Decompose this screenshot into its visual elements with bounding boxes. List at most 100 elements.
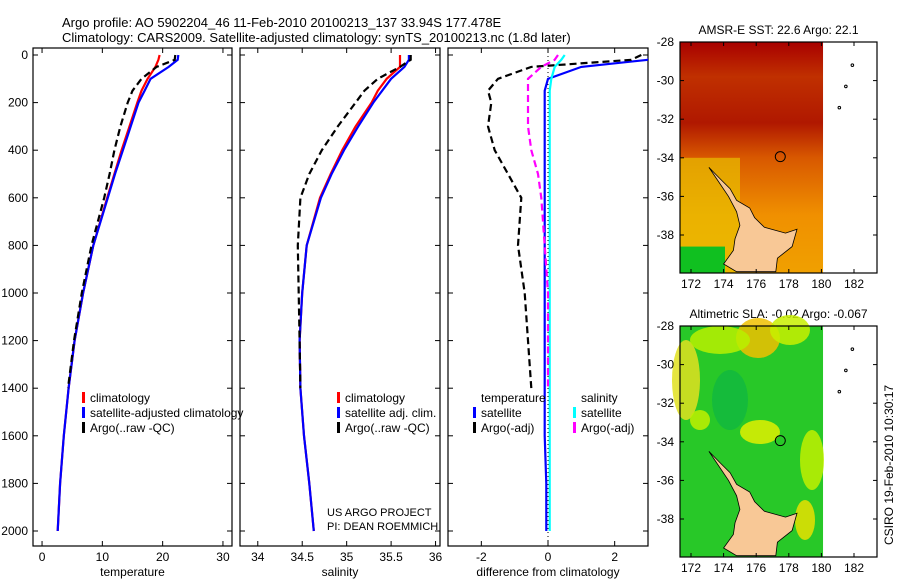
y-tick-label: 400 — [8, 143, 28, 157]
title-line-2: Climatology: CARS2009. Satellite-adjuste… — [62, 30, 571, 45]
lon-tick-label: 174 — [714, 277, 734, 291]
series-line-salinity-satellite — [548, 54, 566, 531]
island — [837, 105, 842, 110]
legend-entry: Argo(..raw -QC) — [345, 421, 430, 435]
x-tick-label: 10 — [96, 550, 110, 564]
x-tick-label: -2 — [476, 550, 487, 564]
lat-tick-label: -32 — [657, 112, 675, 126]
legend-entry: Argo(..raw -QC) — [90, 421, 175, 435]
lon-tick-label: 172 — [681, 561, 701, 575]
x-tick-label: 36 — [429, 550, 443, 564]
legend-entry: Argo(-adj) — [481, 421, 534, 435]
lat-tick-label: -36 — [657, 189, 675, 203]
legend-swatch — [337, 392, 340, 403]
sla-anomaly — [795, 500, 815, 540]
y-tick-label: 0 — [21, 48, 28, 62]
lon-tick-label: 180 — [811, 561, 831, 575]
legend-swatch — [573, 422, 576, 433]
series-line-temperature-satellite — [543, 57, 648, 531]
land-north-island — [708, 167, 798, 273]
plot-frame-0 — [32, 47, 233, 547]
legend-entry: satellite adj. clim. — [345, 406, 436, 420]
lat-tick-label: -34 — [657, 435, 675, 449]
cool-patch — [680, 246, 725, 273]
series-line-salinity-argo-adj- — [526, 54, 559, 389]
argo-float-marker — [774, 435, 786, 447]
sla-anomaly — [672, 340, 700, 420]
x-tick-label: 34.5 — [291, 550, 315, 564]
lat-tick-label: -38 — [657, 512, 675, 526]
plot-frame-1 — [239, 47, 441, 547]
legend-swatch — [473, 422, 476, 433]
lat-tick-label: -32 — [657, 396, 675, 410]
map-title: Altimetric SLA: -0.02 Argo: -0.067 — [689, 307, 867, 321]
x-tick-label: 34 — [251, 550, 265, 564]
legend-swatch — [82, 407, 85, 418]
sla-anomaly — [800, 430, 824, 490]
y-tick-label: 800 — [8, 238, 28, 252]
y-tick-label: 2000 — [1, 524, 28, 538]
legend-header: salinity — [581, 391, 618, 405]
island — [837, 389, 842, 394]
lon-tick-label: 176 — [746, 561, 766, 575]
lon-tick-label: 182 — [844, 277, 864, 291]
y-tick-label: 1200 — [1, 334, 28, 348]
island — [850, 63, 855, 67]
x-tick-label: 30 — [216, 550, 230, 564]
lat-tick-label: -28 — [657, 319, 675, 333]
legend-entry: satellite — [481, 406, 522, 420]
land-north-island — [708, 451, 798, 557]
y-tick-label: 1600 — [1, 429, 28, 443]
series-line-satellite-adjusted-climatology — [56, 54, 180, 532]
legend-swatch — [82, 392, 85, 403]
series-line-temperature-argo-adj- — [486, 54, 642, 389]
series-line-climatology — [298, 55, 402, 532]
sla-anomaly — [712, 370, 748, 430]
lat-tick-label: -36 — [657, 473, 675, 487]
lat-tick-label: -30 — [657, 358, 675, 372]
legend-swatch — [337, 407, 340, 418]
sla-anomaly — [740, 420, 780, 444]
x-tick-label: 0 — [39, 550, 46, 564]
y-tick-label: 1000 — [1, 286, 28, 300]
sla-anomaly — [736, 318, 780, 358]
lon-tick-label: 174 — [714, 561, 734, 575]
y-tick-label: 200 — [8, 96, 28, 110]
map-title: AMSR-E SST: 22.6 Argo: 22.1 — [698, 23, 858, 37]
title-line-1: Argo profile: AO 5902204_46 11-Feb-2010 … — [62, 15, 502, 30]
lat-tick-label: -28 — [657, 35, 675, 49]
legend-swatch — [337, 422, 340, 433]
lat-tick-label: -34 — [657, 151, 675, 165]
lon-tick-label: 182 — [844, 561, 864, 575]
x-tick-label: 35 — [340, 550, 354, 564]
series-line-argo-raw-qc- — [66, 54, 177, 389]
lon-tick-label: 180 — [811, 277, 831, 291]
legend-entry: satellite-adjusted climatology — [90, 406, 243, 420]
y-tick-label: 600 — [8, 191, 28, 205]
series-line-satellite-adj-clim- — [298, 55, 410, 532]
series-line-climatology — [56, 54, 161, 532]
y-tick-label: 1800 — [1, 476, 28, 490]
sla-anomaly — [690, 326, 750, 354]
y-tick-label: 1400 — [1, 381, 28, 395]
legend-entry: climatology — [345, 391, 405, 405]
legend-swatch — [573, 407, 576, 418]
lat-tick-label: -38 — [657, 228, 675, 242]
legend-swatch — [82, 422, 85, 433]
sla-anomaly — [690, 410, 710, 430]
island — [844, 84, 848, 89]
argo-float-marker — [774, 151, 786, 163]
x-tick-label: 35.5 — [379, 550, 403, 564]
lat-tick-label: -30 — [657, 74, 675, 88]
x-axis-label: difference from climatology — [476, 565, 619, 579]
x-axis-label: temperature — [100, 565, 165, 579]
timestamp-stamp: CSIRO 19-Feb-2010 10:30:17 — [882, 385, 896, 545]
x-axis-label: salinity — [322, 565, 359, 579]
sla-anomaly — [770, 315, 810, 345]
legend-entry: satellite — [581, 406, 622, 420]
credit-line-2: PI: DEAN ROEMMICH — [327, 521, 438, 533]
lon-tick-label: 178 — [779, 277, 799, 291]
lon-tick-label: 176 — [746, 277, 766, 291]
legend-swatch — [473, 407, 476, 418]
island — [850, 347, 855, 351]
